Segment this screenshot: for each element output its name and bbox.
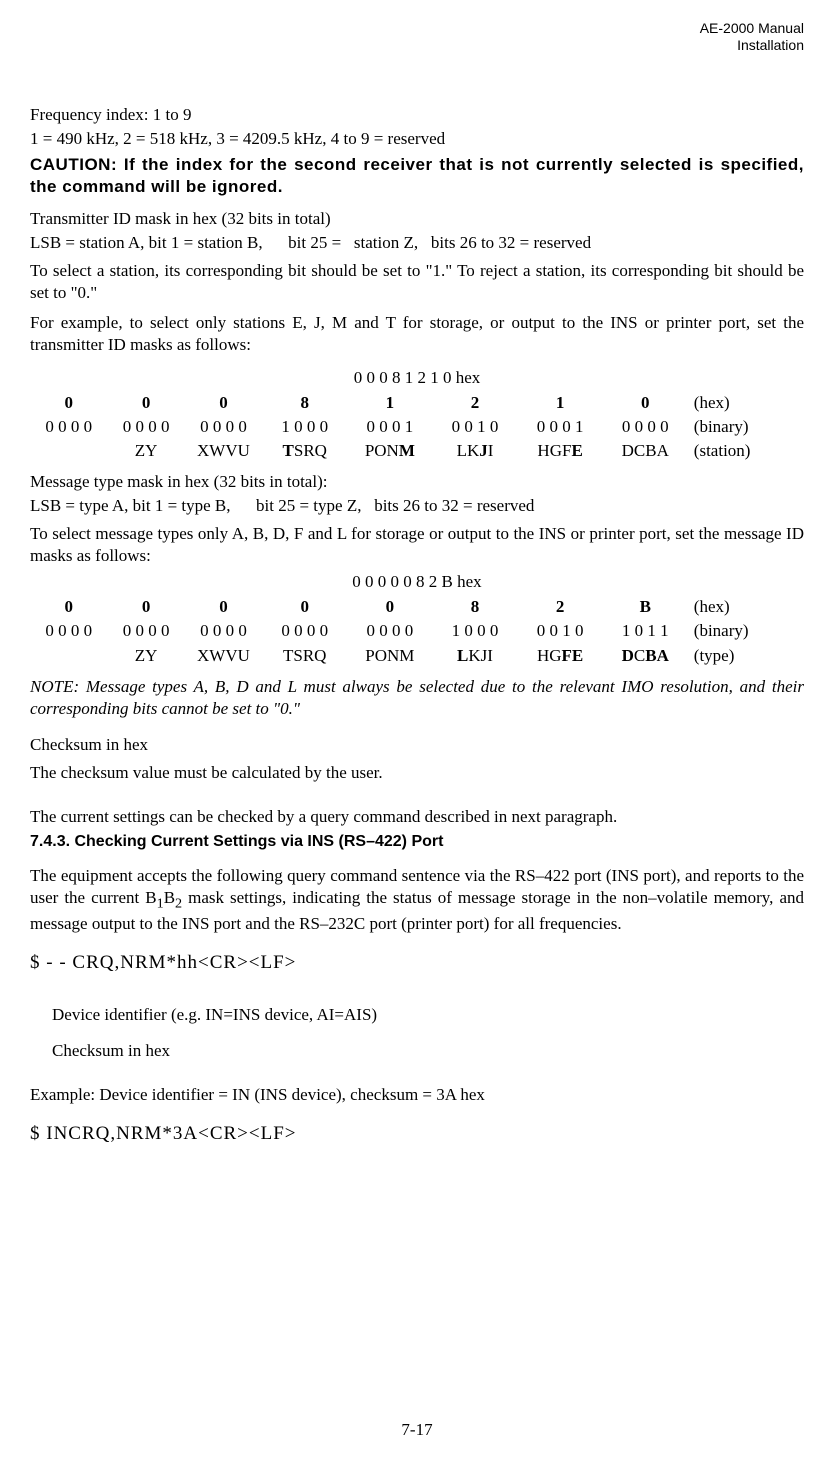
cell: 2 — [432, 391, 517, 415]
table-row: 0 0 0 0 0 0 0 0 0 0 0 0 0 0 0 0 0 0 0 0 … — [30, 619, 804, 643]
page-header: AE-2000 Manual Installation — [30, 20, 804, 54]
cell: PONM — [347, 439, 432, 463]
table-station-mask: 0 0 0 8 1 2 1 0 (hex) 0 0 0 0 0 0 0 0 0 … — [30, 391, 804, 463]
cell: 1 — [347, 391, 432, 415]
cell: 0 — [262, 595, 347, 619]
cell: XWVU — [185, 439, 262, 463]
cell: PONM — [347, 644, 432, 668]
header-line-2: Installation — [737, 37, 804, 53]
cell: 1 0 1 1 — [603, 619, 688, 643]
page-number: 7-17 — [0, 1419, 834, 1441]
cell: 0 0 0 0 — [30, 619, 107, 643]
example-line: Example: Device identifier = IN (INS dev… — [30, 1084, 804, 1106]
cell: 0 0 0 0 — [262, 619, 347, 643]
cell: (station) — [688, 439, 804, 463]
command-1: $ - - CRQ,NRM*hh<CR><LF> — [30, 951, 804, 976]
cell: 8 — [262, 391, 347, 415]
checksum-line2: The checksum value must be calculated by… — [30, 762, 804, 784]
table-type-mask: 0 0 0 0 0 8 2 B (hex) 0 0 0 0 0 0 0 0 0 … — [30, 595, 804, 667]
cell: 8 — [432, 595, 517, 619]
table-row: ZY XWVU TSRQ PONM LKJI HGFE DCBA (statio… — [30, 439, 804, 463]
cell: 0 0 0 0 — [30, 415, 107, 439]
cell: 0 0 0 0 — [603, 415, 688, 439]
table-row: 0 0 0 8 1 2 1 0 (hex) — [30, 391, 804, 415]
cell: (binary) — [688, 619, 804, 643]
header-line-1: AE-2000 Manual — [700, 20, 804, 36]
equipment-paragraph: The equipment accepts the following quer… — [30, 865, 804, 935]
cell: 0 — [185, 595, 262, 619]
cell: 0 — [107, 595, 184, 619]
cell: 0 0 0 0 — [107, 415, 184, 439]
cell: 2 — [518, 595, 603, 619]
tx-paragraph-a: To select a station, its corresponding b… — [30, 260, 804, 304]
cell: (hex) — [688, 595, 804, 619]
cell: ZY — [107, 439, 184, 463]
cell: 0 0 0 0 — [185, 619, 262, 643]
cell: 0 0 1 0 — [518, 619, 603, 643]
cell: B — [603, 595, 688, 619]
device-identifier-line: Device identifier (e.g. IN=INS device, A… — [52, 1004, 804, 1026]
freq-index-line1: Frequency index: 1 to 9 — [30, 104, 804, 126]
cell: 0 0 1 0 — [432, 415, 517, 439]
hex-line-1: 0 0 0 8 1 2 1 0 hex — [30, 367, 804, 389]
cell — [30, 644, 107, 668]
freq-index-line2: 1 = 490 kHz, 2 = 518 kHz, 3 = 4209.5 kHz… — [30, 128, 804, 150]
checksum-line1: Checksum in hex — [30, 734, 804, 756]
section-header: 7.4.3. Checking Current Settings via INS… — [30, 832, 804, 853]
cell: ZY — [107, 644, 184, 668]
msgmask-line2: LSB = type A, bit 1 = type B, bit 25 = t… — [30, 495, 804, 517]
table-row: 0 0 0 0 0 0 0 0 0 0 0 0 1 0 0 0 0 0 0 1 … — [30, 415, 804, 439]
cell: 0 0 0 0 — [185, 415, 262, 439]
cell: 0 0 0 1 — [518, 415, 603, 439]
msg-paragraph: To select message types only A, B, D, F … — [30, 523, 804, 567]
hex-line-2: 0 0 0 0 0 8 2 B hex — [30, 571, 804, 593]
cell: TSRQ — [262, 644, 347, 668]
checksum-line3: Checksum in hex — [52, 1040, 804, 1062]
note-text: NOTE: Message types A, B, D and L must a… — [30, 676, 804, 720]
cell: 0 0 0 0 — [107, 619, 184, 643]
cell: 0 0 0 1 — [347, 415, 432, 439]
tx-paragraph-b: For example, to select only stations E, … — [30, 312, 804, 356]
table-row: ZY XWVU TSRQ PONM LKJI HGFE DCBA (type) — [30, 644, 804, 668]
page-container: AE-2000 Manual Installation Frequency in… — [0, 0, 834, 1461]
cell: HGFE — [518, 439, 603, 463]
cell: LKJI — [432, 644, 517, 668]
cell: 0 — [107, 391, 184, 415]
txid-line2: LSB = station A, bit 1 = station B, bit … — [30, 232, 804, 254]
cell: DCBA — [603, 644, 688, 668]
cell: 0 — [185, 391, 262, 415]
cell: (binary) — [688, 415, 804, 439]
cell: TSRQ — [262, 439, 347, 463]
cell: 0 — [347, 595, 432, 619]
msgmask-line1: Message type mask in hex (32 bits in tot… — [30, 471, 804, 493]
cell: 0 — [30, 391, 107, 415]
cell — [30, 439, 107, 463]
cell: HGFE — [518, 644, 603, 668]
txid-line1: Transmitter ID mask in hex (32 bits in t… — [30, 208, 804, 230]
cell: 1 — [518, 391, 603, 415]
command-2: $ INCRQ,NRM*3A<CR><LF> — [30, 1122, 804, 1147]
cell: XWVU — [185, 644, 262, 668]
cell: 0 — [603, 391, 688, 415]
cell: 1 0 0 0 — [262, 415, 347, 439]
cell: LKJI — [432, 439, 517, 463]
current-settings-paragraph: The current settings can be checked by a… — [30, 806, 804, 828]
cell: 0 0 0 0 — [347, 619, 432, 643]
cell: 0 — [30, 595, 107, 619]
cell: (hex) — [688, 391, 804, 415]
table-row: 0 0 0 0 0 8 2 B (hex) — [30, 595, 804, 619]
cell: DCBA — [603, 439, 688, 463]
cell: 1 0 0 0 — [432, 619, 517, 643]
caution-text: CAUTION: If the index for the second rec… — [30, 154, 804, 198]
cell: (type) — [688, 644, 804, 668]
